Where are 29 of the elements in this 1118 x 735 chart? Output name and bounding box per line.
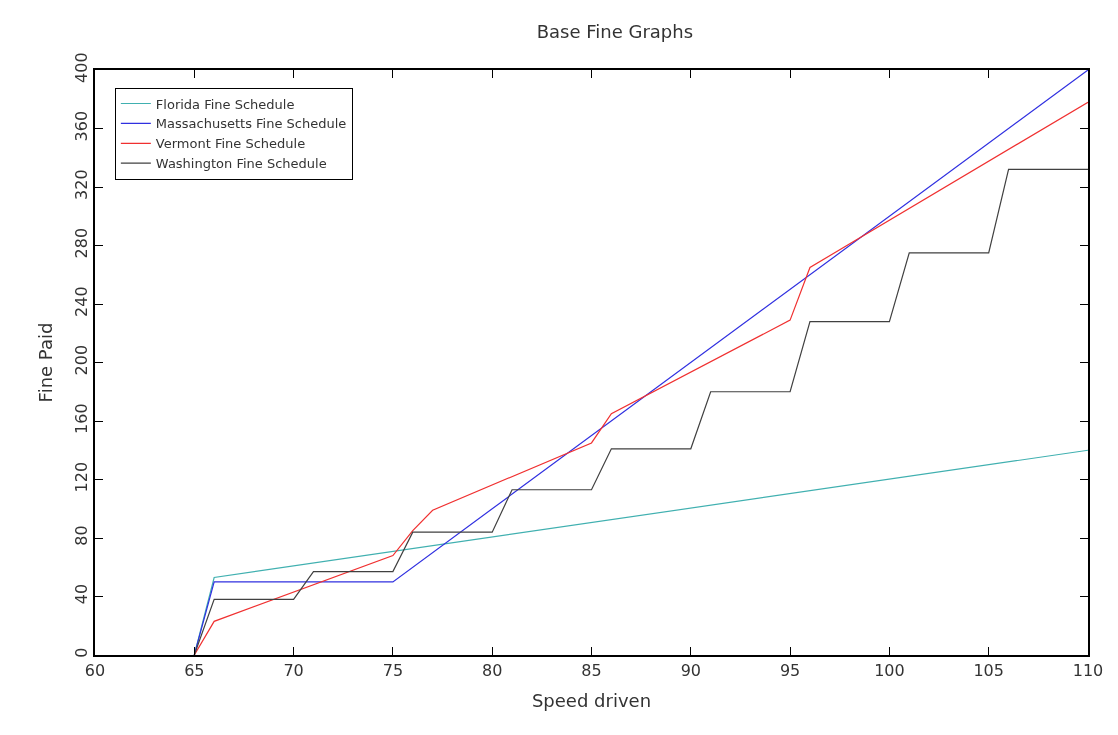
y-tick-label: 320 (71, 169, 91, 200)
y-tick-label: 40 (71, 583, 91, 605)
y-tick-label: 0 (71, 647, 91, 658)
x-tick-label: 85 (581, 660, 602, 680)
y-tick-label: 240 (71, 286, 91, 317)
x-tick-label: 80 (482, 660, 503, 680)
x-tick-label: 110 (1072, 660, 1104, 680)
y-axis-title: Fine Paid (34, 322, 56, 403)
y-tick-label: 200 (71, 344, 91, 376)
legend-label: Florida Fine Schedule (155, 96, 295, 112)
y-tick-label: 120 (71, 461, 91, 493)
x-tick-label: 75 (382, 660, 404, 680)
y-tick-label: 280 (71, 227, 91, 259)
y-tick-label: 360 (71, 110, 91, 142)
y-tick-label: 400 (71, 52, 91, 83)
x-axis-title: Speed driven (531, 689, 652, 711)
x-tick-label: 105 (973, 660, 1004, 680)
legend-label: Vermont Fine Schedule (155, 136, 306, 152)
legend-label: Massachusetts Fine Schedule (155, 116, 347, 132)
chart-title: Base Fine Graphs (536, 21, 694, 43)
y-tick-label: 160 (71, 403, 91, 434)
x-tick-label: 95 (779, 660, 801, 680)
x-tick-label: 70 (283, 660, 304, 680)
legend-label: Washington Fine Schedule (155, 156, 327, 172)
x-tick-label: 60 (84, 660, 106, 680)
x-tick-label: 65 (184, 660, 205, 680)
y-tick-label: 80 (71, 525, 91, 546)
x-tick-label: 90 (680, 660, 701, 680)
x-tick-label: 100 (874, 660, 905, 680)
